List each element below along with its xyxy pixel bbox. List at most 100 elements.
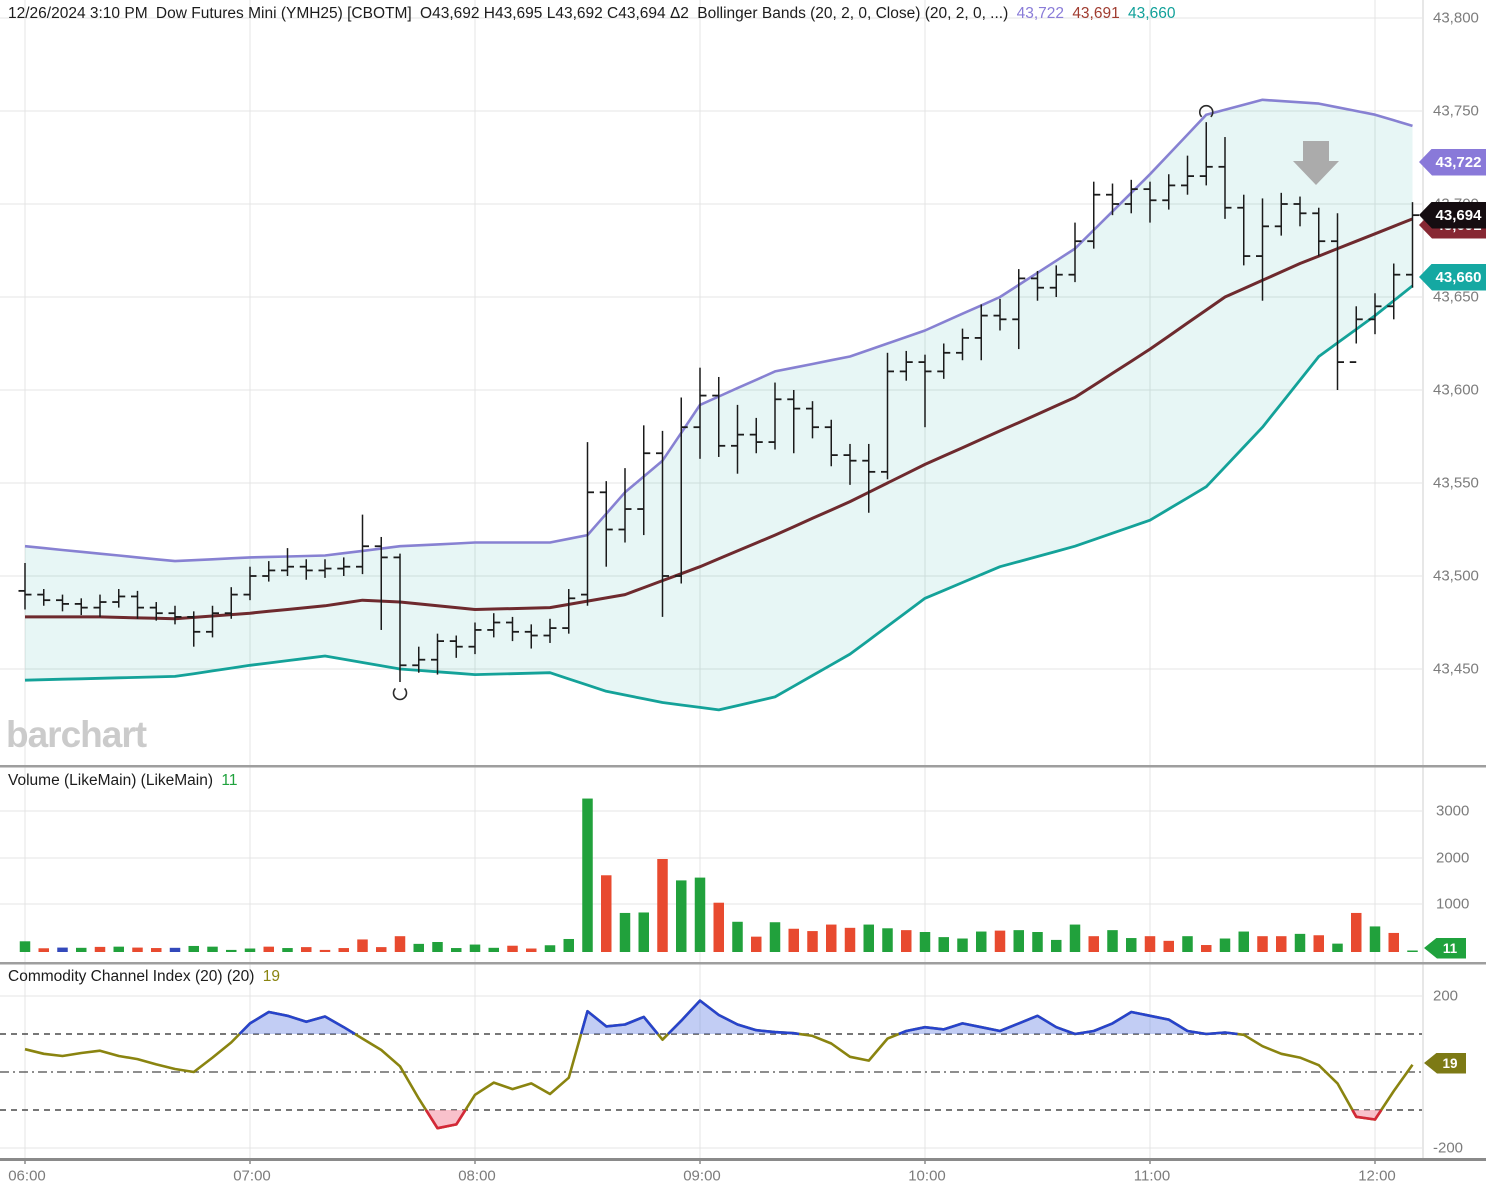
volume-bar <box>413 943 424 952</box>
volume-bar <box>844 927 856 952</box>
volume-bar <box>263 946 274 952</box>
volume-bar <box>394 936 406 952</box>
volume-bar <box>1051 939 1062 952</box>
volume-bar <box>319 949 331 952</box>
down-arrow-icon <box>1293 141 1339 185</box>
time-axis-label: 08:00 <box>458 1168 496 1185</box>
volume-bar <box>1088 936 1099 952</box>
volume-panel-header: Volume (LikeMain) (LikeMain) 11 <box>8 772 241 790</box>
volume-bar <box>1238 931 1249 952</box>
volume-bar <box>1163 940 1174 952</box>
price-axis-label: 43,600 <box>1433 382 1479 399</box>
time-axis-line <box>0 1158 1486 1161</box>
cci-overbought-line <box>667 999 800 1036</box>
session-high-marker-icon <box>1199 104 1214 118</box>
volume-bar <box>732 921 743 952</box>
bollinger-lower-line <box>24 284 1414 712</box>
volume-bar <box>713 902 724 952</box>
barchart-watermark: barchart <box>6 714 147 755</box>
cci-overbought-line <box>1074 1010 1207 1036</box>
price-axis-label: 43,650 <box>1433 289 1479 306</box>
volume-bar <box>769 922 781 952</box>
volume-bar <box>694 877 706 952</box>
volume-bar <box>1407 950 1418 952</box>
time-axis-label: 06:00 <box>8 1168 46 1185</box>
volume-bar <box>338 948 349 952</box>
volume-bar <box>226 949 237 952</box>
volume-bar <box>57 947 68 952</box>
volume-bar <box>638 912 649 952</box>
volume-bar <box>1294 933 1306 952</box>
cci-panel-header: Commodity Channel Index (20) (20) 19 <box>8 968 284 986</box>
volume-bar <box>76 947 87 952</box>
volume-value-badge: 11 <box>1424 937 1466 959</box>
volume-bar <box>957 938 968 952</box>
volume-bar <box>1276 936 1287 952</box>
price-axis-label: 43,750 <box>1433 103 1479 120</box>
volume-bar <box>1257 936 1268 952</box>
volume-cci-divider <box>0 962 1486 965</box>
volume-bar <box>1069 924 1081 952</box>
volume-bar <box>1032 932 1043 952</box>
bollinger-upper-value: 43,722 <box>1016 5 1064 22</box>
volume-bar <box>1182 936 1193 952</box>
volume-bar <box>1219 938 1231 952</box>
volume-bar <box>788 928 799 952</box>
volume-bar <box>1313 935 1324 952</box>
volume-bar <box>207 946 218 952</box>
time-axis-label: 09:00 <box>683 1168 721 1185</box>
right-axis-backdrop <box>1423 0 1486 1191</box>
volume-study-label[interactable]: Volume (LikeMain) (LikeMain) <box>8 772 214 789</box>
volume-bar <box>582 798 593 952</box>
volume-bar <box>676 880 687 952</box>
quote-datetime: 12/26/2024 3:10 PM <box>8 5 148 22</box>
volume-bar <box>357 939 368 952</box>
cci-oversold-line <box>424 1109 467 1130</box>
volume-bar <box>169 947 181 952</box>
cci-axis-label: -200 <box>1433 1140 1463 1157</box>
upper-band-price-badge: 43,722 <box>1419 148 1486 176</box>
time-axis-label: 07:00 <box>233 1168 271 1185</box>
volume-bar <box>1144 936 1156 952</box>
volume-bar <box>488 947 499 952</box>
volume-bar <box>94 946 106 952</box>
volume-bar <box>38 948 49 952</box>
price-axis-label: 43,500 <box>1433 568 1479 585</box>
volume-bar <box>507 945 518 952</box>
volume-axis-label: 2000 <box>1436 850 1469 867</box>
lower-band-price-badge: 43,660 <box>1419 263 1486 291</box>
bollinger-study-label[interactable]: Bollinger Bands (20, 2, 0, Close) (20, 2… <box>697 5 1009 22</box>
bollinger-middle-value: 43,691 <box>1072 5 1120 22</box>
cci-oversold-line <box>1351 1109 1383 1121</box>
volume-bar <box>807 931 818 952</box>
volume-bar <box>151 948 162 952</box>
volume-axis-label: 3000 <box>1436 803 1469 820</box>
cci-value-badge: 19 <box>1424 1052 1466 1074</box>
volume-bar <box>1107 930 1118 952</box>
last-price-badge: 43,694 <box>1419 201 1486 229</box>
symbol-name: Dow Futures Mini (YMH25) [CBOTM] <box>155 5 412 22</box>
volume-bar <box>132 947 143 952</box>
cci-overbought-fill <box>668 1000 800 1034</box>
cci-overbought-fill <box>581 1011 658 1034</box>
cci-overbought-line <box>238 1010 356 1036</box>
cci-study-label[interactable]: Commodity Channel Index (20) (20) <box>8 968 255 985</box>
cci-current-value: 19 <box>262 968 280 985</box>
volume-bar <box>1126 938 1137 952</box>
quote-ohlc: O43,692 H43,695 L43,692 C43,694 Δ2 <box>420 5 689 22</box>
volume-bar <box>751 936 762 952</box>
price-axis-label: 43,550 <box>1433 475 1479 492</box>
volume-bar <box>563 938 574 952</box>
volume-bar <box>188 945 199 952</box>
price-axis-label: 43,450 <box>1433 661 1479 678</box>
volume-bar <box>882 928 893 952</box>
volume-bar <box>301 947 312 952</box>
volume-bar <box>376 947 387 952</box>
volume-bar <box>244 948 256 952</box>
volume-bar <box>976 931 987 952</box>
bollinger-lower-value: 43,660 <box>1128 5 1176 22</box>
time-axis-label: 12:00 <box>1358 1168 1396 1185</box>
volume-bar <box>919 932 931 952</box>
